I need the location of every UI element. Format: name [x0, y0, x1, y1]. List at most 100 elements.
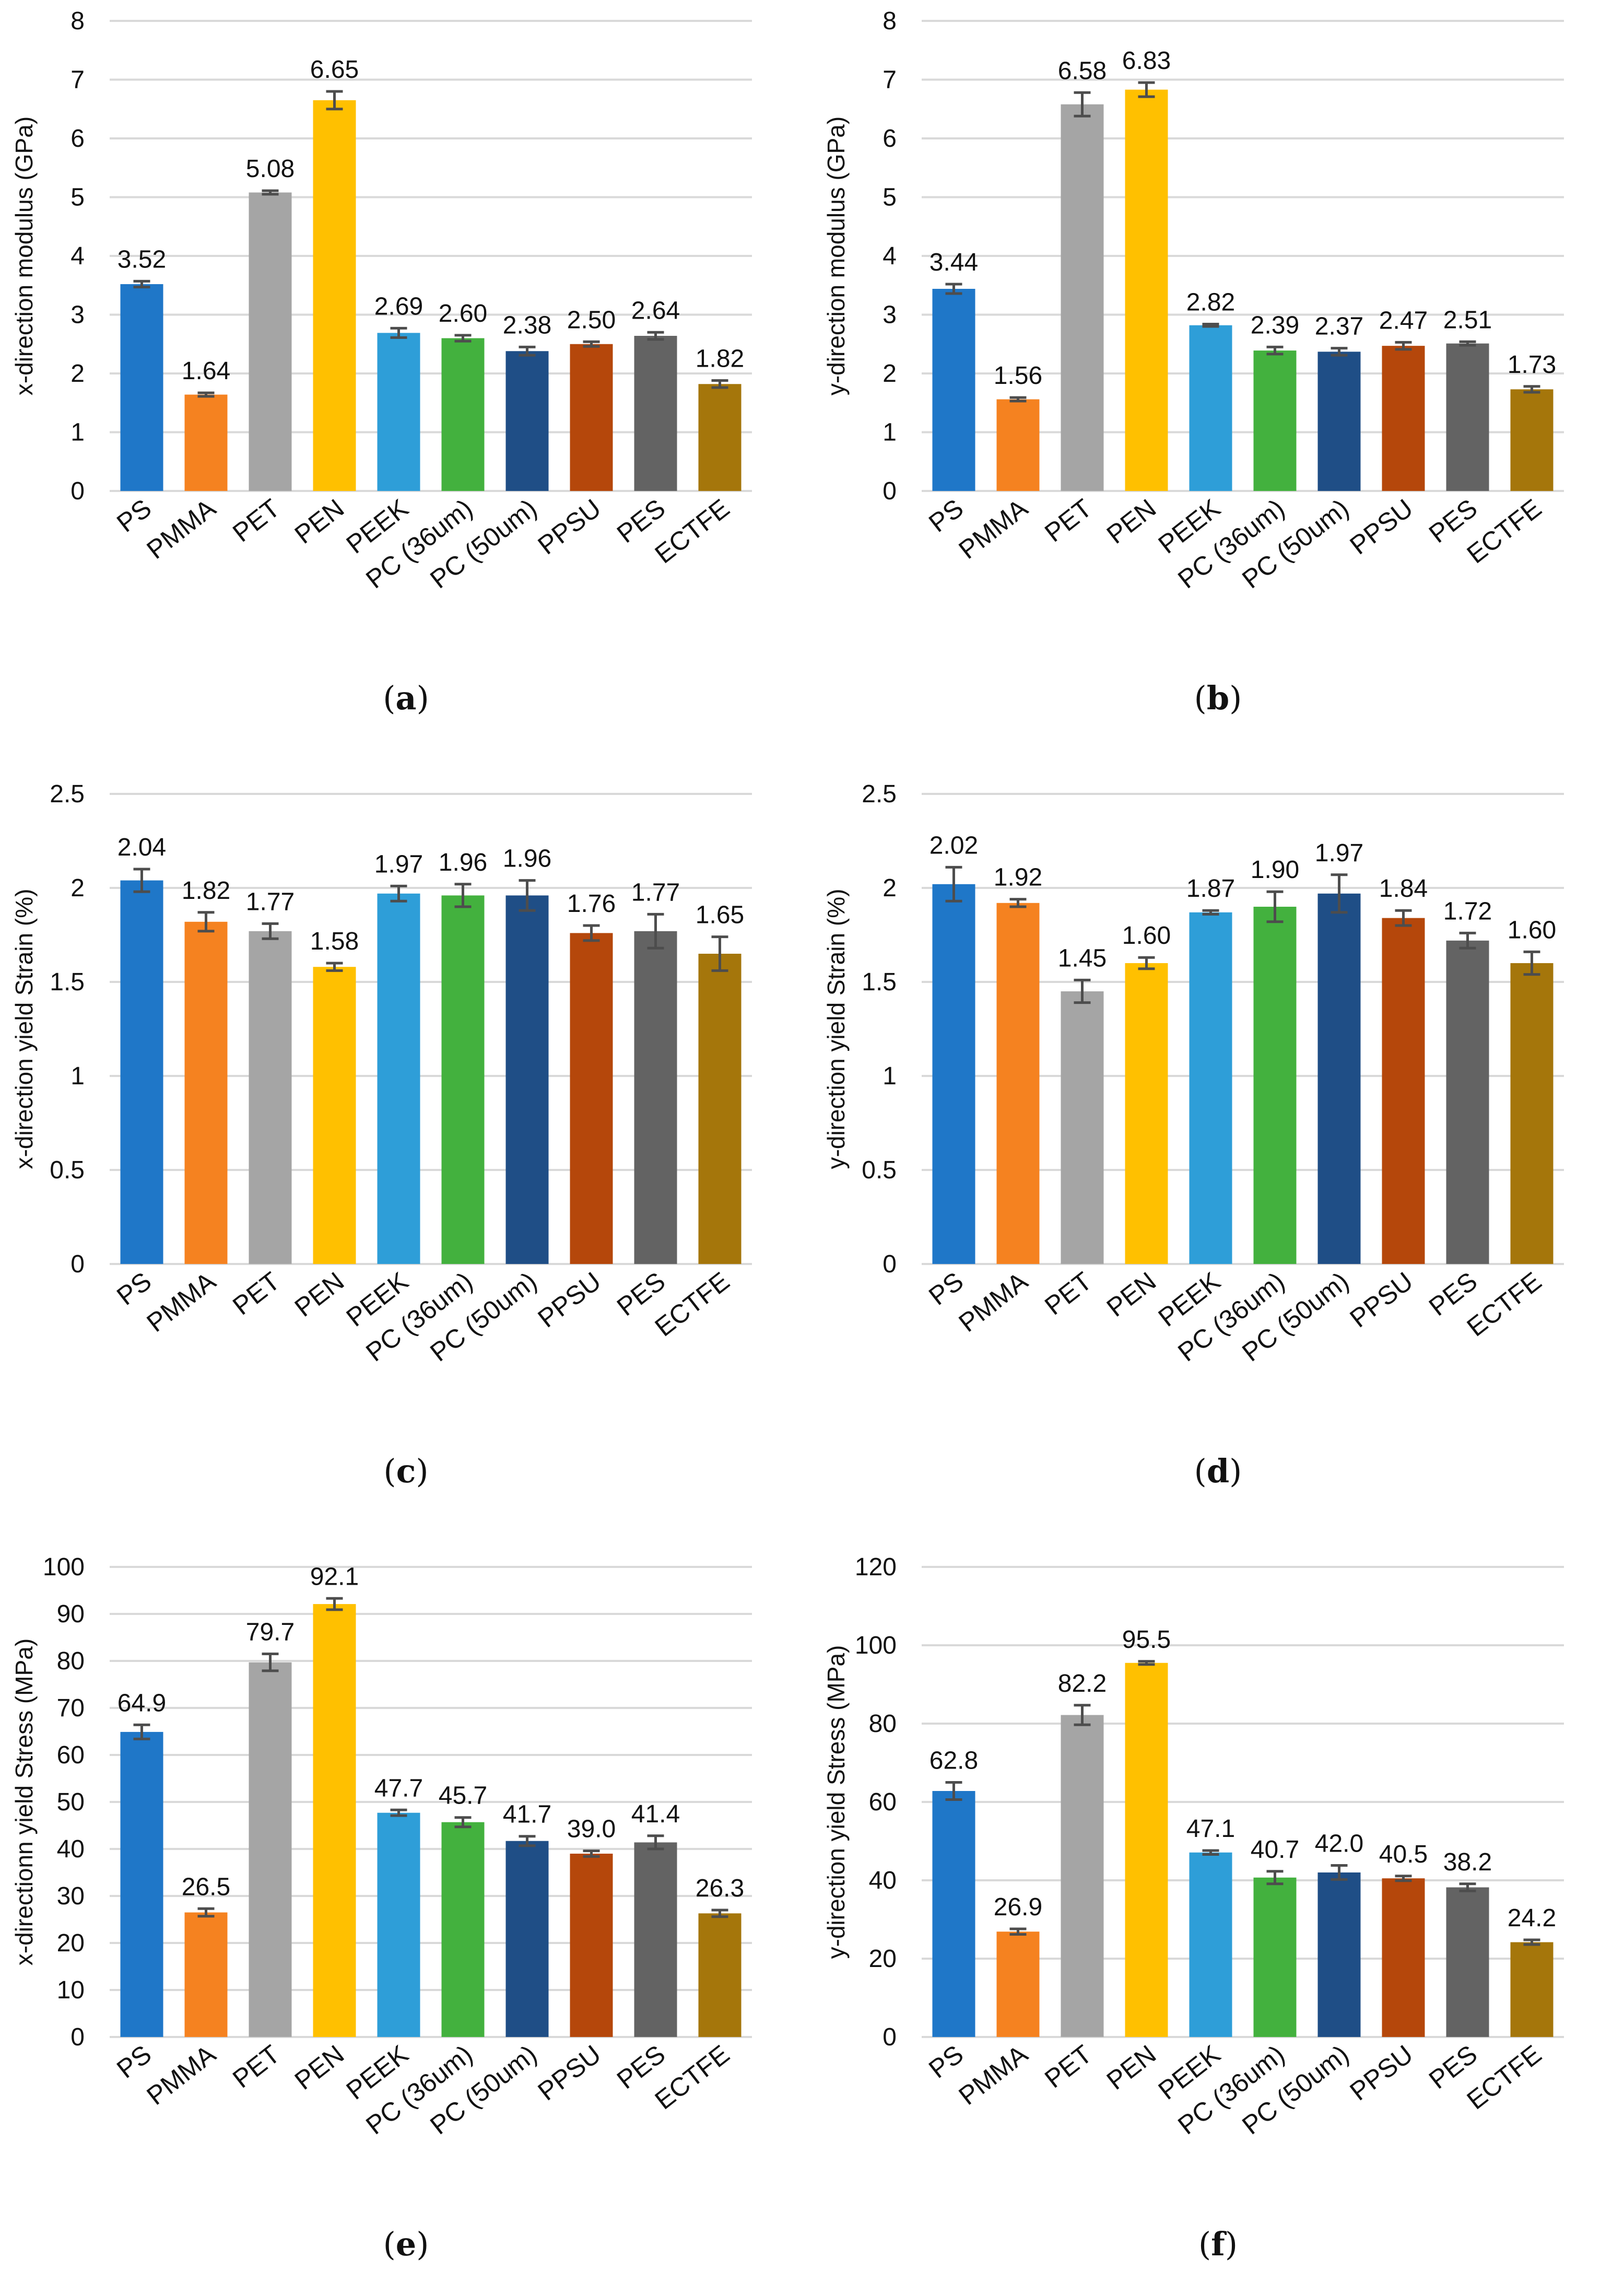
bar-pet — [1061, 1715, 1104, 2037]
data-label: 1.45 — [1058, 944, 1107, 972]
bar-ppsu — [1382, 346, 1425, 491]
bar-pc-50um- — [505, 1841, 549, 2037]
data-label: 1.65 — [696, 902, 744, 929]
x-category-label: PS — [923, 494, 969, 538]
data-label: 2.82 — [1186, 289, 1235, 317]
y-tick-label: 1.5 — [50, 968, 85, 996]
bar-ps — [120, 1731, 163, 2037]
data-label: 47.7 — [374, 1774, 423, 1802]
x-category-label: PEN — [1101, 1267, 1161, 1322]
data-label: 39.0 — [567, 1816, 616, 1843]
y-tick-label: 4 — [70, 242, 85, 270]
data-label: 24.2 — [1508, 1904, 1556, 1932]
x-category-label: PET — [227, 2040, 285, 2094]
bar-pen — [1125, 963, 1168, 1264]
x-category-label: ECTFE — [650, 494, 735, 569]
x-category-label: PEN — [1101, 494, 1161, 549]
bar-pmma — [996, 903, 1040, 1264]
bar-pet — [1061, 991, 1104, 1264]
bar-ps — [932, 884, 975, 1264]
y-tick-label: 80 — [869, 1710, 897, 1738]
data-label: 2.02 — [929, 832, 978, 859]
bar-ectfe — [698, 954, 742, 1264]
x-category-label: PET — [227, 1267, 285, 1321]
y-tick-label: 8 — [70, 7, 85, 35]
y-tick-label: 8 — [882, 7, 897, 35]
bar-pes — [1446, 343, 1489, 491]
y-tick-label: 120 — [855, 1553, 897, 1581]
data-label: 3.44 — [929, 249, 978, 276]
bar-peek — [1189, 325, 1232, 491]
bar-peek — [377, 333, 420, 491]
bar-pen — [313, 100, 356, 491]
data-label: 79.7 — [246, 1619, 295, 1646]
x-category-label: PS — [923, 2040, 969, 2084]
bar-pc-36um- — [441, 338, 485, 491]
x-category-label: PMMA — [142, 493, 221, 565]
x-category-label: PPSU — [532, 2040, 606, 2106]
data-label: 1.84 — [1379, 875, 1428, 903]
data-label: 1.82 — [182, 877, 230, 905]
panel-b: 0 1 2 3 4 5 6 7 8 y-direction modulus (GPa) 3.44 PS… — [812, 0, 1624, 731]
bar-pen — [1125, 89, 1168, 491]
bar-pc-50um- — [1317, 893, 1361, 1264]
chart-b: 0 1 2 3 4 5 6 7 8 y-direction modulus (GPa) 3.44 PS… — [822, 7, 1564, 594]
x-category-label: PMMA — [954, 2039, 1033, 2111]
x-category-label: PET — [1039, 1267, 1097, 1321]
bar-pet — [249, 192, 292, 491]
x-category-label: PEN — [289, 2040, 349, 2095]
data-label: 41.7 — [503, 1801, 551, 1829]
data-label: 95.5 — [1122, 1626, 1171, 1654]
bar-peek — [377, 893, 420, 1264]
bar-ectfe — [1510, 963, 1554, 1264]
x-category-label: PPSU — [532, 1267, 606, 1333]
bar-pc-50um- — [1317, 352, 1361, 491]
data-label: 2.69 — [374, 292, 423, 320]
bar-pes — [634, 1842, 677, 2037]
bar-ppsu — [570, 933, 613, 1264]
data-label: 2.51 — [1443, 306, 1492, 334]
bar-pes — [634, 931, 677, 1264]
bar-pes — [1446, 940, 1489, 1264]
y-tick-label: 5 — [70, 184, 85, 212]
data-label: 1.82 — [696, 345, 744, 373]
x-category-label: ECTFE — [1462, 494, 1547, 569]
y-tick-label: 30 — [57, 1882, 85, 1910]
x-category-label: PEN — [289, 494, 349, 549]
y-tick-label: 1 — [70, 419, 85, 447]
y-tick-label: 1.5 — [862, 968, 897, 996]
y-tick-label: 100 — [43, 1553, 85, 1581]
bar-pet — [1061, 104, 1104, 491]
bar-ps — [120, 880, 163, 1264]
caption-f: (f) — [1198, 2225, 1238, 2263]
x-category-label: PPSU — [1344, 1267, 1418, 1333]
data-label: 1.97 — [374, 850, 423, 878]
bar-pc-36um- — [441, 895, 485, 1264]
bar-pen — [1125, 1663, 1168, 2037]
panel-d: 0 0.5 1 1.5 2 2.5 y-direction yield Strain (%)… — [812, 773, 1624, 1504]
data-label: 1.97 — [1315, 839, 1363, 867]
data-label: 42.0 — [1315, 1830, 1363, 1858]
y-tick-label: 2.5 — [50, 780, 85, 808]
bar-ps — [932, 289, 975, 491]
bar-pen — [313, 967, 356, 1264]
data-label: 45.7 — [439, 1782, 487, 1810]
bar-pc-50um- — [505, 895, 549, 1264]
x-category-label: PPSU — [532, 494, 606, 560]
y-tick-label: 80 — [57, 1647, 85, 1675]
y-tick-label: 1 — [882, 1062, 897, 1090]
y-tick-label: 0.5 — [862, 1156, 897, 1184]
x-category-label: PMMA — [954, 1266, 1033, 1338]
bar-pc-36um- — [1253, 907, 1297, 1264]
y-tick-label: 1 — [882, 419, 897, 447]
data-label: 6.65 — [310, 56, 359, 84]
data-label: 1.72 — [1443, 897, 1492, 925]
bar-pen — [313, 1604, 356, 2037]
bar-ectfe — [698, 1913, 742, 2037]
panel-a: 0 1 2 3 4 5 6 7 8 x-direction modulus (GPa) 3.52 PS… — [0, 0, 812, 731]
y-tick-label: 2 — [882, 874, 897, 902]
y-tick-label: 4 — [882, 242, 897, 270]
x-category-label: PMMA — [954, 493, 1033, 565]
bar-pmma — [996, 399, 1040, 491]
y-tick-label: 0 — [70, 1250, 85, 1278]
